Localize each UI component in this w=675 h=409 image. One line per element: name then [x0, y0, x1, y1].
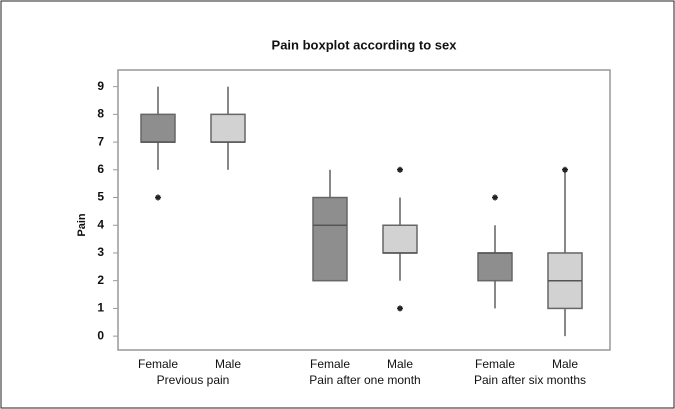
box — [477, 252, 513, 282]
y-tick-label: 7 — [97, 134, 104, 148]
outlier — [155, 194, 161, 201]
x-tick-label: Female — [138, 357, 178, 371]
outlier — [397, 305, 403, 312]
x-tick-label: Male — [215, 357, 241, 371]
x-tick-label: Male — [387, 357, 413, 371]
box — [210, 113, 246, 143]
y-tick-label: 8 — [97, 107, 104, 121]
plot-area — [117, 69, 611, 351]
y-tick-label: 9 — [97, 79, 104, 93]
y-tick-label: 0 — [97, 328, 104, 342]
y-axis-label: Pain — [76, 213, 88, 237]
y-tick-label: 4 — [97, 217, 104, 231]
x-tick-label: Male — [552, 357, 578, 371]
group-label: Pain after one month — [309, 373, 420, 387]
box — [140, 113, 176, 143]
outlier — [492, 194, 498, 201]
y-tick-label: 6 — [97, 162, 104, 176]
group-label: Pain after six months — [474, 373, 586, 387]
outlier — [397, 166, 403, 173]
x-tick-label: Female — [310, 357, 350, 371]
x-tick-label: Female — [475, 357, 515, 371]
box — [382, 224, 418, 254]
outlier — [562, 166, 568, 173]
group-label: Previous pain — [157, 373, 230, 387]
y-tick-label: 3 — [97, 245, 104, 259]
y-tick-label: 1 — [97, 301, 104, 315]
y-tick-label: 5 — [97, 190, 104, 204]
y-tick-label: 2 — [97, 273, 104, 287]
chart-title: Pain boxplot according to sex — [272, 37, 458, 52]
box — [312, 196, 348, 282]
